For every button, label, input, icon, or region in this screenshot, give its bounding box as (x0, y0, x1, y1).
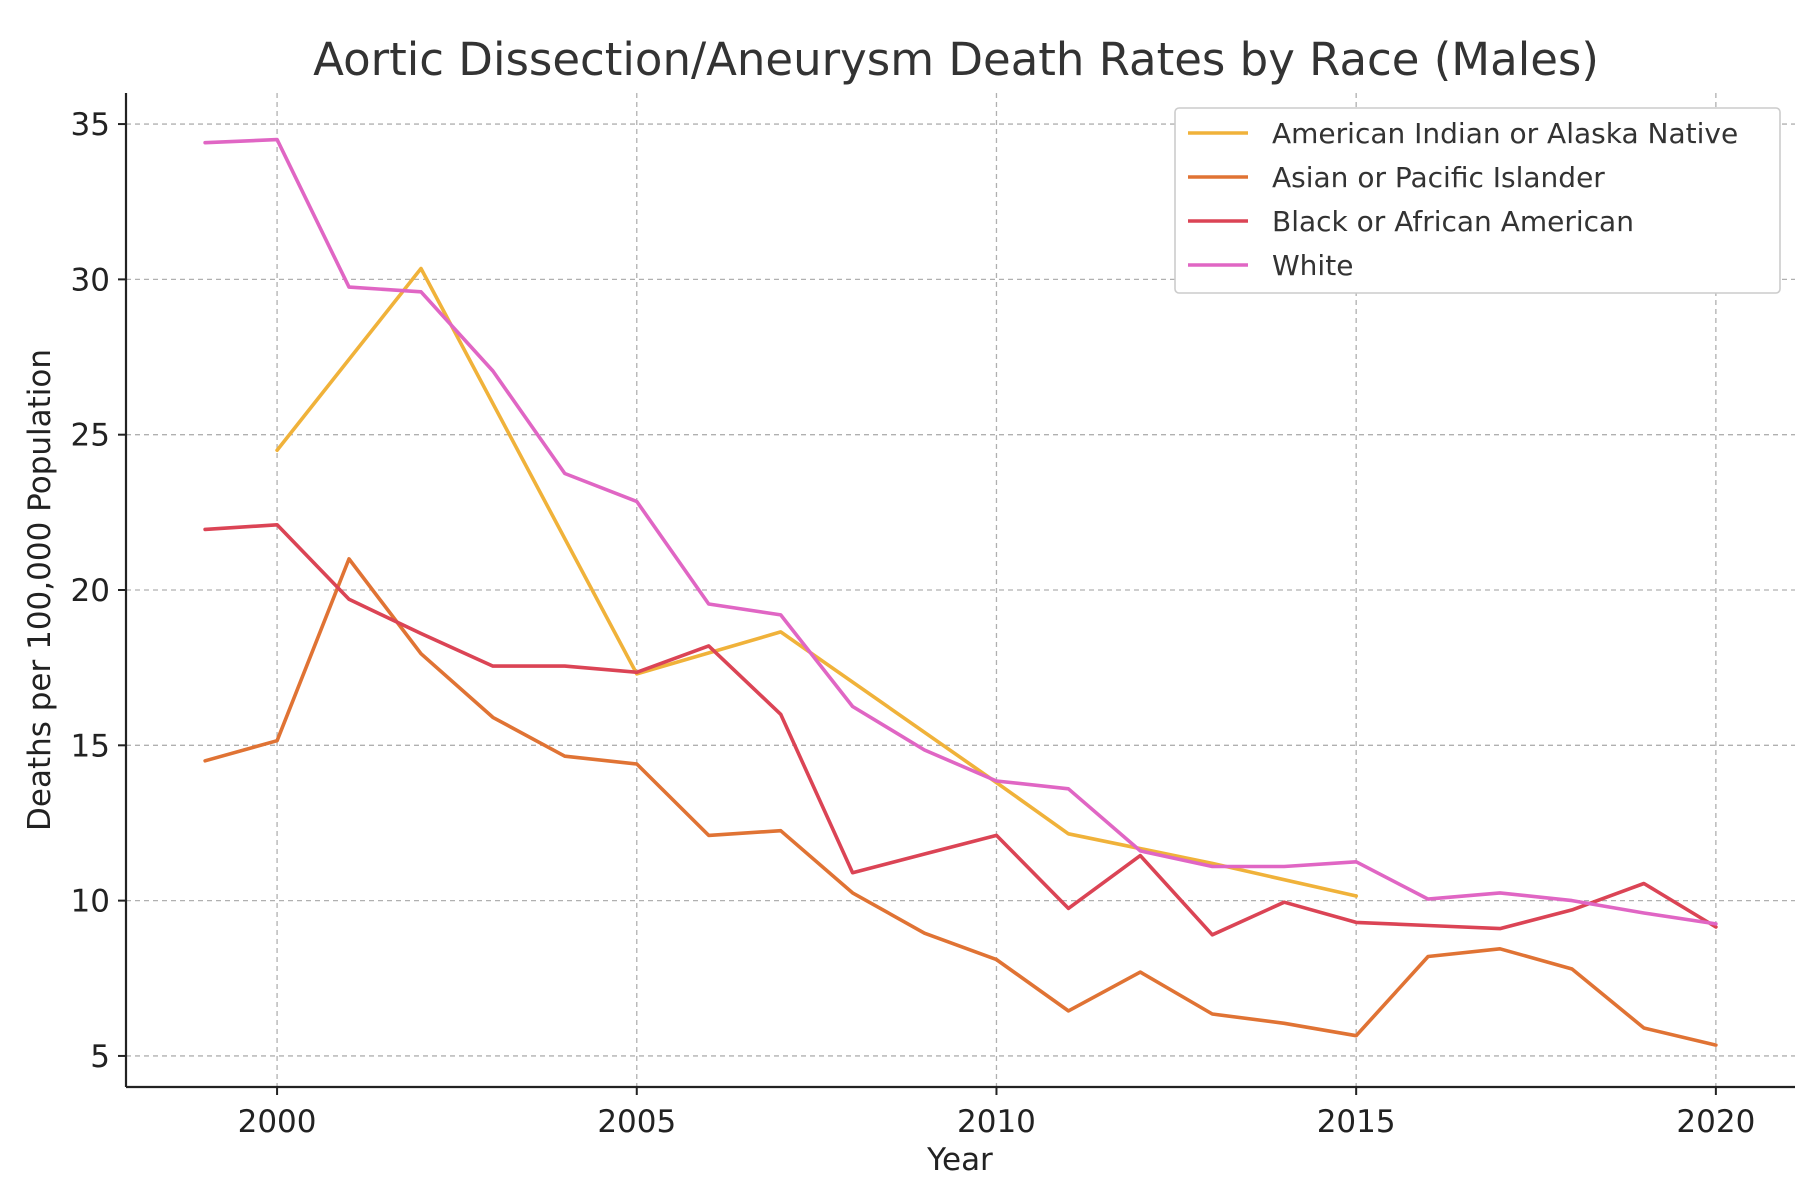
y-tick-label: 15 (71, 728, 110, 764)
legend-label: Asian or Pacific Islander (1272, 161, 1605, 194)
legend-label: Black or African American (1272, 205, 1634, 238)
x-tick-label: 2015 (1317, 1104, 1396, 1140)
legend-box (1174, 107, 1781, 294)
chart-title: Aortic Dissection/Aneurysm Death Rates b… (313, 33, 1599, 86)
ticks: 2000 2005 2010 2015 2020 5 10 15 20 25 30 35 (71, 107, 1756, 1140)
x-axis-label: Year (926, 1142, 993, 1178)
x-tick-label: 2000 (238, 1104, 317, 1140)
y-tick-label: 5 (90, 1039, 110, 1075)
x-tick-label: 2010 (957, 1104, 1036, 1140)
legend-label: American Indian or Alaska Native (1272, 117, 1738, 150)
y-tick-label: 30 (71, 262, 110, 298)
legend: American Indian or Alaska Native Asian or… (1174, 107, 1781, 294)
legend-label: White (1272, 249, 1353, 282)
series-line-asian-or-pacific-islander (203, 557, 1718, 1047)
y-tick-label: 25 (71, 418, 110, 454)
x-tick-label: 2005 (597, 1104, 676, 1140)
series-line-black-or-african-american (203, 523, 1718, 937)
y-axis-label: Deaths per 100,000 Population (22, 349, 58, 831)
y-tick-label: 20 (71, 573, 110, 609)
series-lines (203, 137, 1718, 1047)
series-line-white (203, 137, 1718, 926)
x-tick-label: 2020 (1676, 1104, 1755, 1140)
series-line-american-indian-or-alaska-native (275, 266, 1358, 898)
y-tick-label: 10 (71, 884, 110, 920)
y-tick-label: 35 (71, 107, 110, 143)
